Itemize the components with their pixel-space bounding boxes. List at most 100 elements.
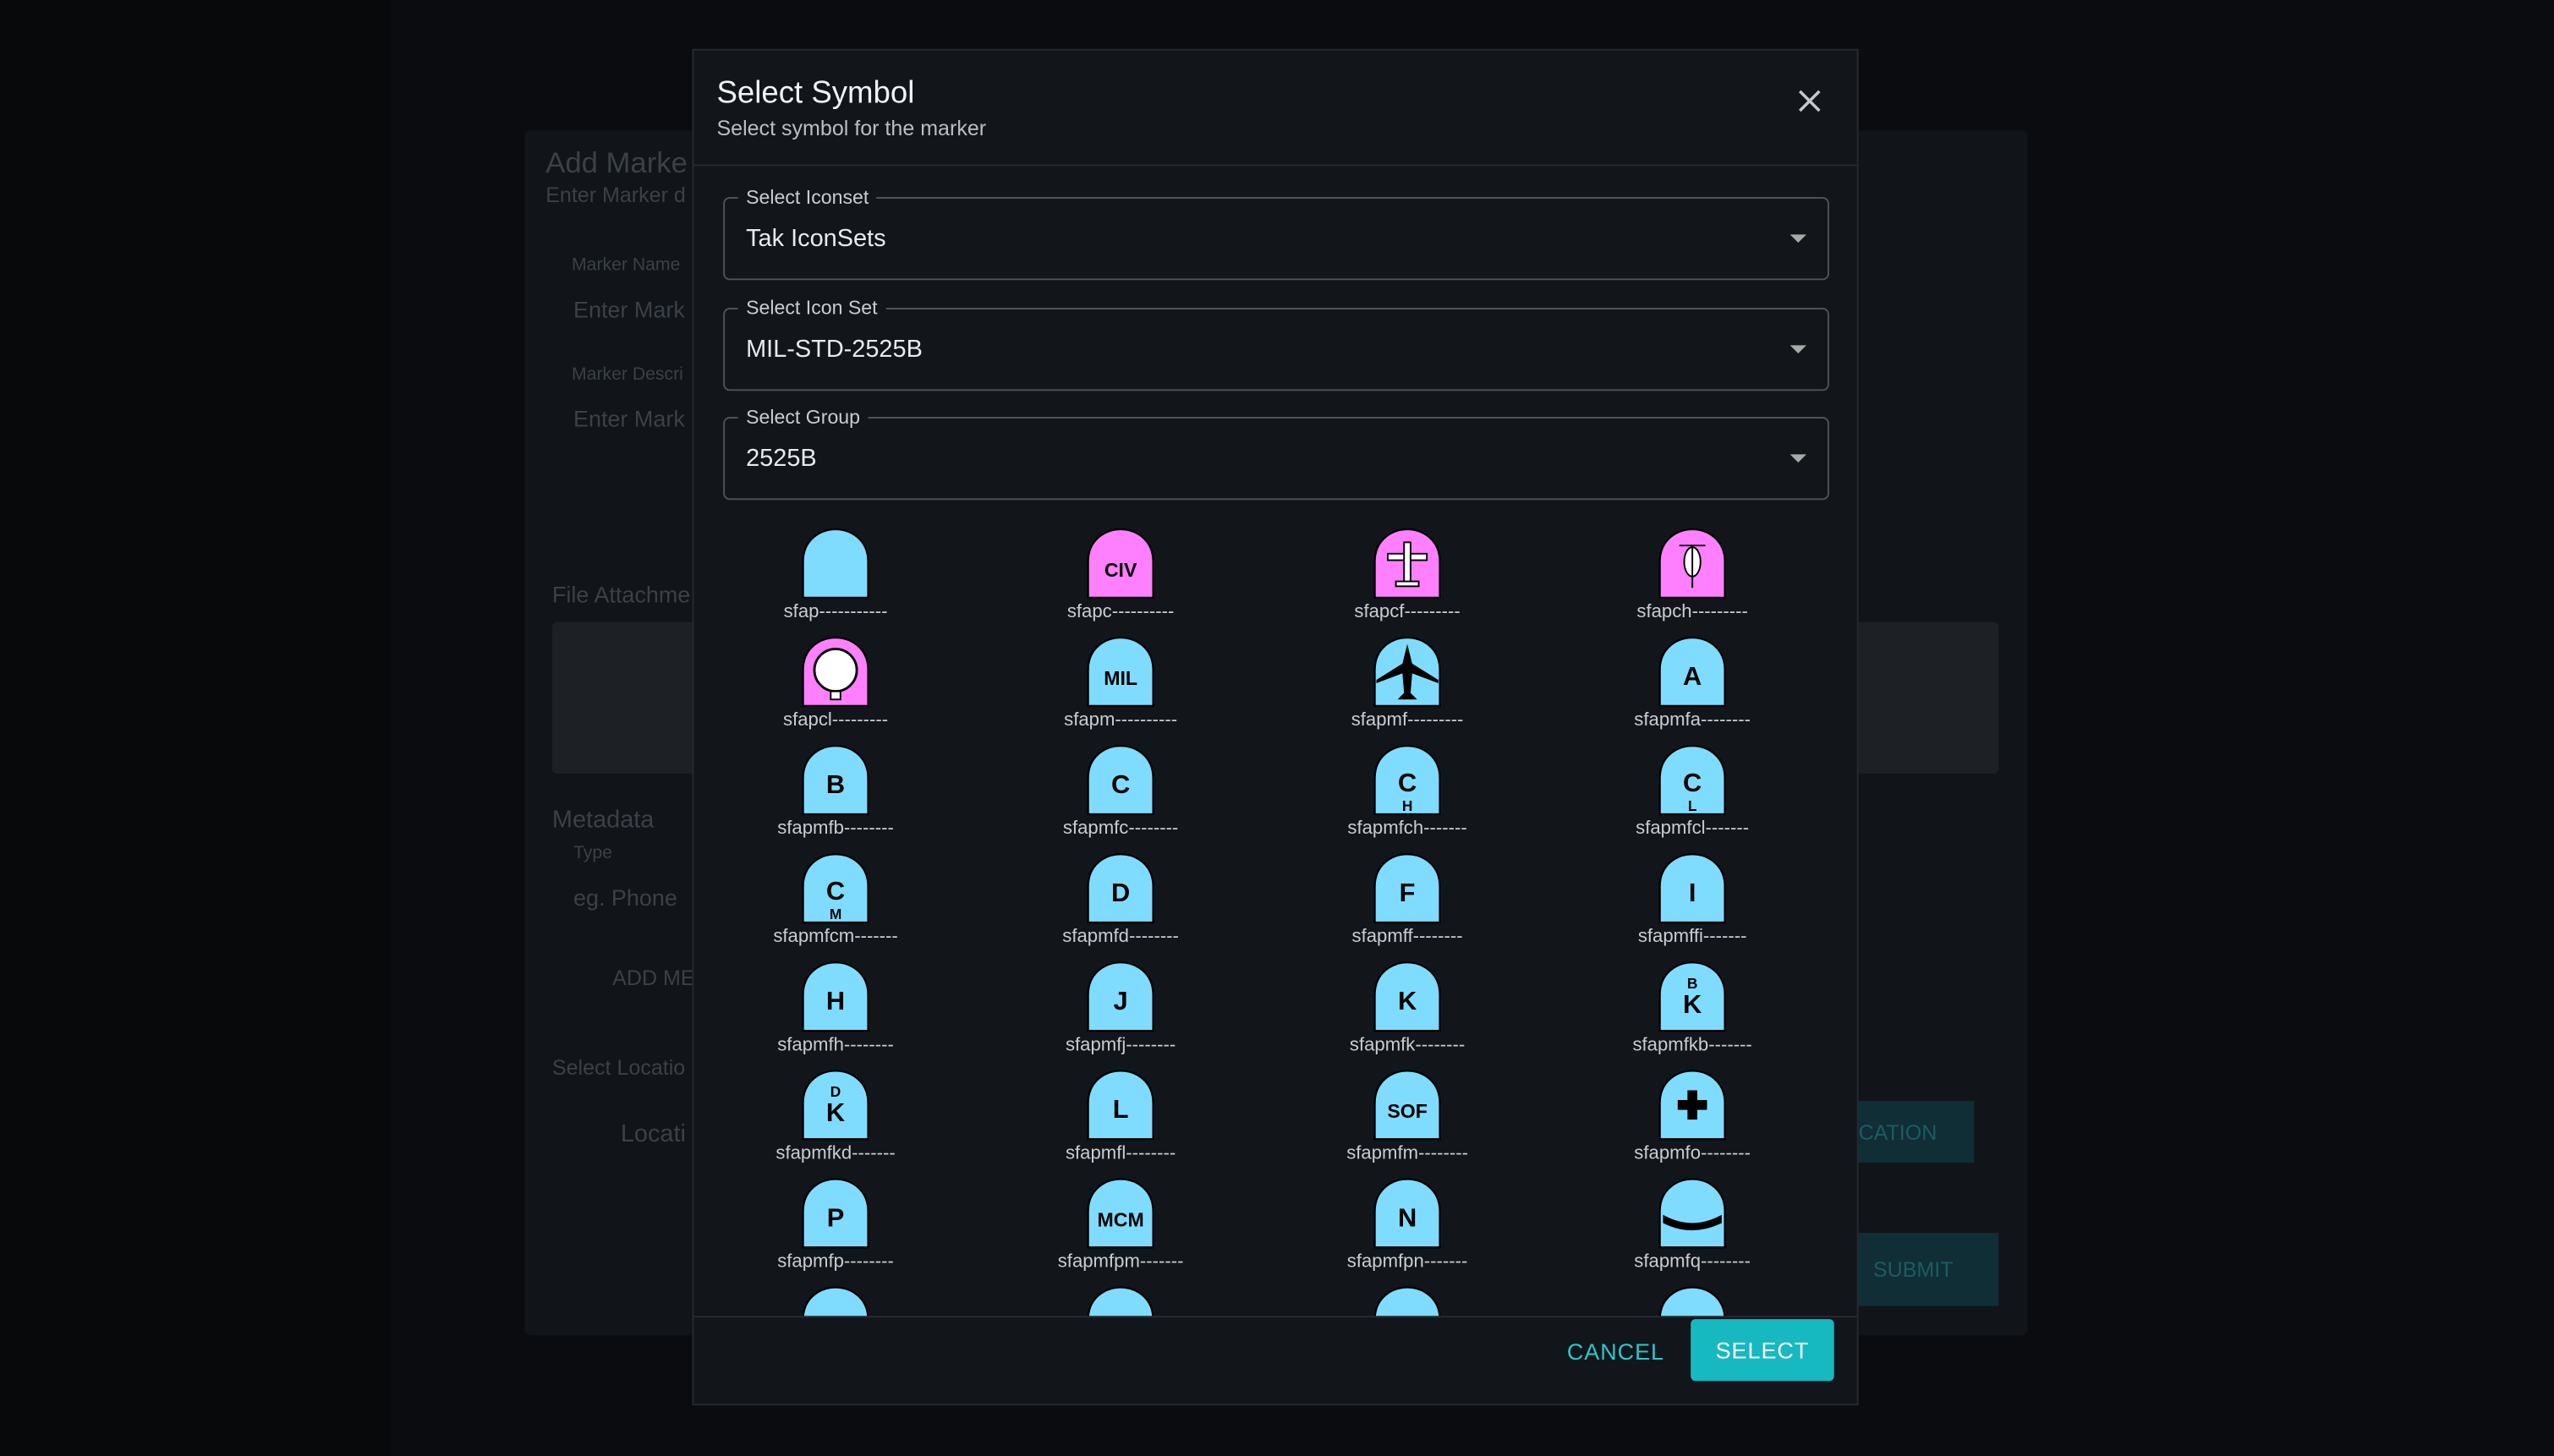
dropdown-caret	[1789, 454, 1806, 463]
symbol-label: sfapmfm--------	[1346, 1141, 1468, 1163]
symbol-glyph: K	[826, 1097, 845, 1127]
symbol-frame	[1087, 1178, 1154, 1249]
symbol-frame	[1658, 853, 1726, 924]
field-label: Select Icon Set	[737, 295, 886, 319]
symbol-label: sfapmffi-------	[1638, 925, 1747, 946]
symbol-glyph: B	[826, 769, 845, 799]
symbol-option[interactable]: D	[1658, 1286, 1726, 1318]
symbol-frame	[1087, 528, 1154, 599]
symbol-frame	[802, 528, 869, 599]
bg-label: Marker Descri	[572, 364, 683, 385]
symbol-label: sfapmfb--------	[777, 817, 894, 838]
symbol-glyph: P	[827, 1202, 845, 1232]
symbol-frame	[1087, 1070, 1154, 1141]
symbol-glyph: N	[1398, 1202, 1417, 1232]
divider	[693, 1316, 1857, 1318]
bg-subtitle: Enter Marker d	[545, 182, 686, 207]
symbol-frame	[1087, 636, 1154, 708]
symbol-frame	[1373, 744, 1441, 816]
symbol-glyph: D	[1111, 878, 1130, 907]
symbol-glyph: J	[1114, 986, 1128, 1015]
dropdown-caret	[1789, 234, 1806, 243]
symbol-glyph: MIL	[1104, 667, 1137, 689]
symbol-label: sfapmfpn-------	[1347, 1250, 1468, 1271]
symbol-option[interactable]: B	[1087, 1286, 1154, 1318]
bg-label: Marker Name	[572, 255, 681, 276]
symbol-glyph: C	[1683, 768, 1702, 797]
symbol-option[interactable]: sfap-----------	[784, 528, 888, 621]
symbol-glyph: B	[1111, 1311, 1130, 1317]
sidebar	[0, 0, 392, 1456]
symbol-frame	[1658, 744, 1726, 816]
symbol-label: sfapmfd--------	[1062, 925, 1179, 946]
symbol-label: sfapmff--------	[1352, 925, 1463, 946]
cancel-button[interactable]: CANCEL	[1566, 1338, 1665, 1366]
select-field[interactable]: Select Group 2525B	[723, 405, 1829, 501]
symbol-option[interactable]: MIL sfapm----------	[1064, 636, 1177, 730]
symbol-label: sfapmfa--------	[1634, 709, 1751, 730]
symbol-label: sfapmfl--------	[1066, 1141, 1176, 1163]
symbol-frame	[802, 1178, 869, 1249]
symbol-frame	[1373, 961, 1441, 1032]
bg-button-text: CATION	[1858, 1120, 1937, 1145]
symbol-option[interactable]: sfapch---------	[1636, 528, 1748, 621]
symbol-frame	[802, 1070, 869, 1141]
symbol-option[interactable]: sfapcf---------	[1354, 528, 1461, 621]
symbol-label: sfapmfh--------	[777, 1033, 894, 1054]
symbol-frame	[1087, 744, 1154, 816]
select-field[interactable]: Select Iconset Tak IconSets	[723, 185, 1829, 281]
bg-label: Select Locatio	[551, 1055, 686, 1080]
symbol-label: sfapm----------	[1064, 709, 1177, 730]
symbol-option[interactable]: sfapmfq--------	[1634, 1178, 1751, 1271]
select-button[interactable]: SELECT	[1691, 1319, 1834, 1382]
symbol-option[interactable]: sfapmfo--------	[1634, 1070, 1751, 1163]
symbol-label: sfapmfpm-------	[1058, 1250, 1184, 1271]
symbol-frame	[1373, 1070, 1441, 1141]
symbol-option[interactable]: C	[1373, 1286, 1441, 1318]
symbol-option[interactable]: sfapmf---------	[1351, 636, 1464, 730]
symbol-glyph: A	[826, 1311, 845, 1317]
symbol-label: sfap-----------	[784, 600, 888, 621]
symbol-glyph: CIV	[1104, 559, 1137, 581]
symbol-option[interactable]: sfapcl---------	[783, 636, 888, 730]
symbol-frame	[1658, 1178, 1726, 1249]
symbol-option[interactable]: SOF sfapmfm--------	[1346, 1070, 1468, 1163]
select-field[interactable]: Select Icon Set MIL-STD-2525B	[723, 295, 1829, 391]
symbol-option[interactable]: CIV sfapc----------	[1067, 528, 1175, 621]
symbol-label: sfapcf---------	[1354, 600, 1460, 621]
close-button[interactable]	[1796, 88, 1822, 114]
symbol-sup: D	[830, 1083, 841, 1100]
symbol-option[interactable]: A	[802, 1286, 869, 1318]
symbol-glyph: C	[1398, 1311, 1417, 1317]
symbol-frame	[802, 744, 869, 816]
bg-input: Locati	[620, 1120, 686, 1148]
symbol-glyph: I	[1689, 878, 1696, 907]
field-value: 2525B	[746, 444, 817, 473]
symbol-label: sfapmfq--------	[1634, 1250, 1751, 1271]
dropdown-caret	[1789, 344, 1806, 353]
symbol-sub: L	[1688, 797, 1697, 814]
bg-section: File Attachme	[551, 581, 691, 608]
symbol-option[interactable]: MCM sfapmfpm-------	[1058, 1178, 1184, 1271]
field-value: MIL-STD-2525B	[746, 334, 923, 363]
symbol-glyph: C	[1111, 769, 1130, 799]
symbol-sub: M	[830, 906, 841, 922]
